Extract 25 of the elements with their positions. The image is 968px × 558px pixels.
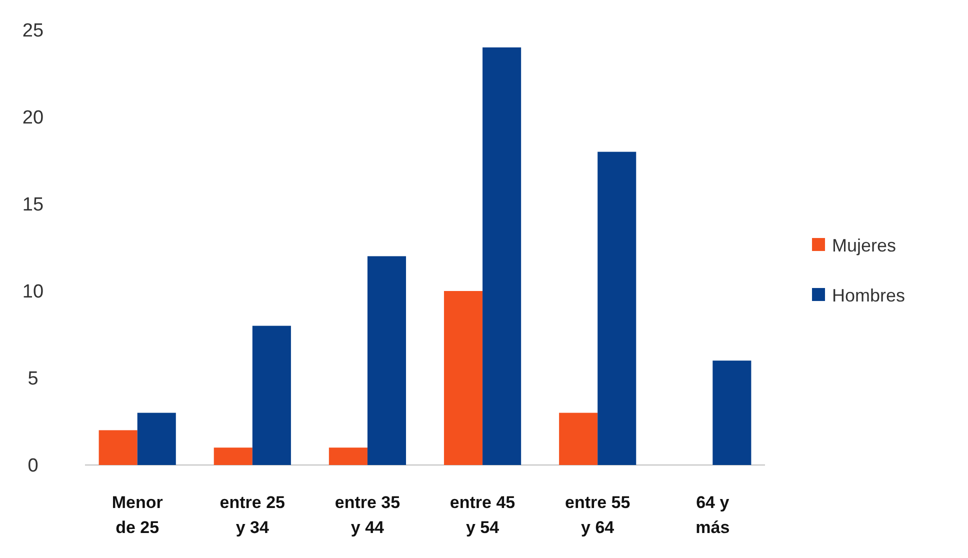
bar <box>559 412 598 465</box>
y-tick-label: 15 <box>22 194 44 216</box>
x-tick-label: 64 y más <box>696 493 730 537</box>
bar <box>367 256 406 465</box>
y-tick-label: 25 <box>22 20 44 42</box>
x-tick-label: entre 35 y 44 <box>334 493 400 537</box>
y-tick-label: 0 <box>28 456 38 477</box>
bar <box>328 448 368 465</box>
y-tick-label: 10 <box>22 282 44 303</box>
legend-label: Hombres <box>832 285 906 306</box>
x-tick-label: entre 25 y 34 <box>220 493 286 537</box>
bar <box>444 291 483 465</box>
bar <box>214 448 252 465</box>
bar <box>252 326 291 465</box>
bar <box>137 412 176 465</box>
bar <box>98 430 138 465</box>
x-tick-label: Menor de 25 <box>112 493 164 537</box>
bar <box>712 360 752 465</box>
y-tick-label: 20 <box>22 108 44 129</box>
y-tick-label: 5 <box>28 368 38 390</box>
legend-label: Mujeres <box>832 235 896 256</box>
bar <box>598 152 636 465</box>
bar <box>482 47 522 465</box>
x-tick-label: entre 55 y 64 <box>564 493 630 537</box>
x-tick-label: entre 45 y 54 <box>450 493 516 537</box>
